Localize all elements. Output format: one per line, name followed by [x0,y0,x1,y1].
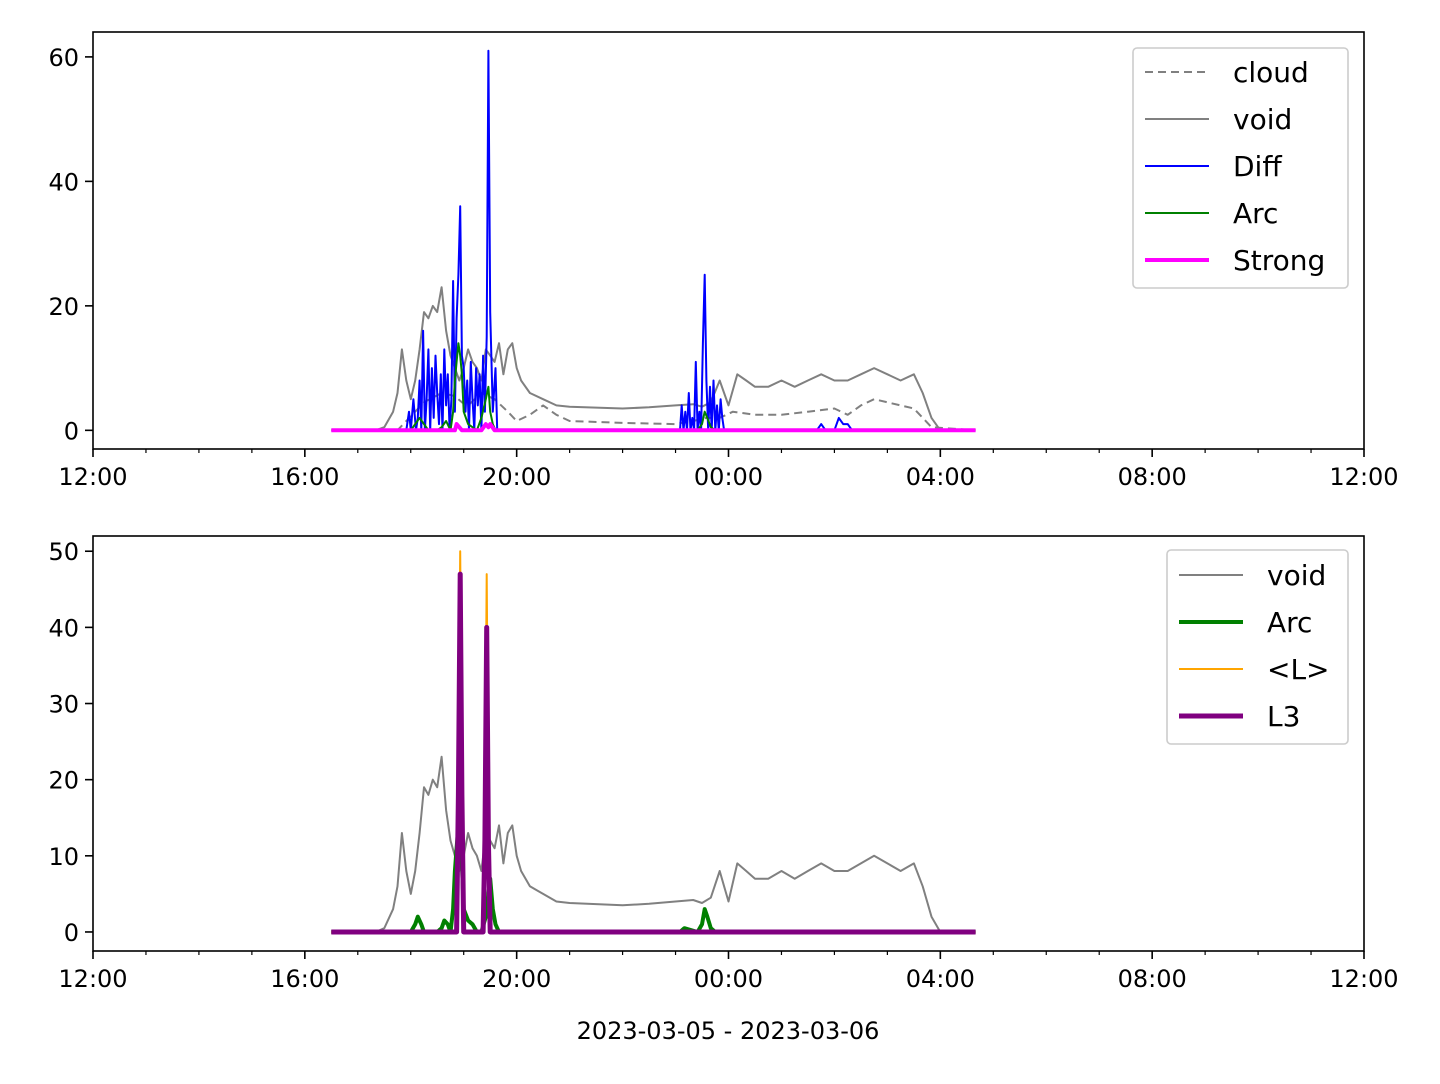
x-tick-label: 20:00 [482,463,551,491]
series-group [331,49,976,433]
y-tick-label: 50 [48,538,79,566]
x-tick-label: 16:00 [270,463,339,491]
series-line-cloud [331,392,976,432]
x-tick-label: 16:00 [270,965,339,993]
y-tick-label: 0 [64,919,79,947]
x-tick-label: 12:00 [1329,463,1398,491]
bottom-chart-panel: 12:00 16:00 20:00 00:00 04:00 08:00 12:00 0 10 20… [48,535,1399,993]
legend-label: <L> [1267,653,1330,686]
series-line-arc [331,823,976,934]
x-tick-label: 04:00 [906,463,975,491]
x-tick-label: 20:00 [482,965,551,993]
legend: cloud void Diff Arc Strong [1132,47,1349,289]
legend-box [1132,47,1349,289]
y-tick-label: 60 [48,44,79,72]
legend-label: Strong [1233,244,1325,277]
y-tick-label: 40 [48,168,79,196]
series-line-strong [331,422,976,433]
legend-label: void [1267,559,1326,592]
top-chart-panel: 12:00 16:00 20:00 00:00 04:00 08:00 12:00 0 20 40… [48,31,1399,491]
x-tick-label: 04:00 [906,965,975,993]
series-line-void [331,755,976,933]
y-tick-label: 40 [48,614,79,642]
series-line-l3 [331,571,976,935]
x-tick-label: 08:00 [1118,965,1187,993]
legend-box [1166,549,1349,745]
series-line-l [331,550,976,933]
series-group [331,550,976,935]
x-tick-label: 00:00 [694,965,763,993]
series-line-void [331,286,976,432]
legend-label: void [1233,103,1292,136]
x-axis-label: 2023-03-05 - 2023-03-06 [577,1017,880,1045]
y-tick-label: 0 [64,417,79,445]
legend-label: L3 [1267,700,1300,733]
y-tick-label: 20 [48,293,79,321]
x-tick-label: 00:00 [694,463,763,491]
x-tick-label: 12:00 [58,965,127,993]
legend-label: Arc [1267,606,1312,639]
legend-label: cloud [1233,56,1309,89]
x-tick-label: 12:00 [1329,965,1398,993]
series-line-diff [405,49,853,432]
legend-label: Arc [1233,197,1278,230]
legend-label: Diff [1233,150,1282,183]
y-tick-label: 20 [48,767,79,795]
x-tick-label: 08:00 [1118,463,1187,491]
y-tick-label: 30 [48,691,79,719]
series-line-arc [409,342,716,432]
y-tick-label: 10 [48,843,79,871]
legend: void Arc <L> L3 [1166,549,1349,745]
x-tick-label: 12:00 [58,463,127,491]
